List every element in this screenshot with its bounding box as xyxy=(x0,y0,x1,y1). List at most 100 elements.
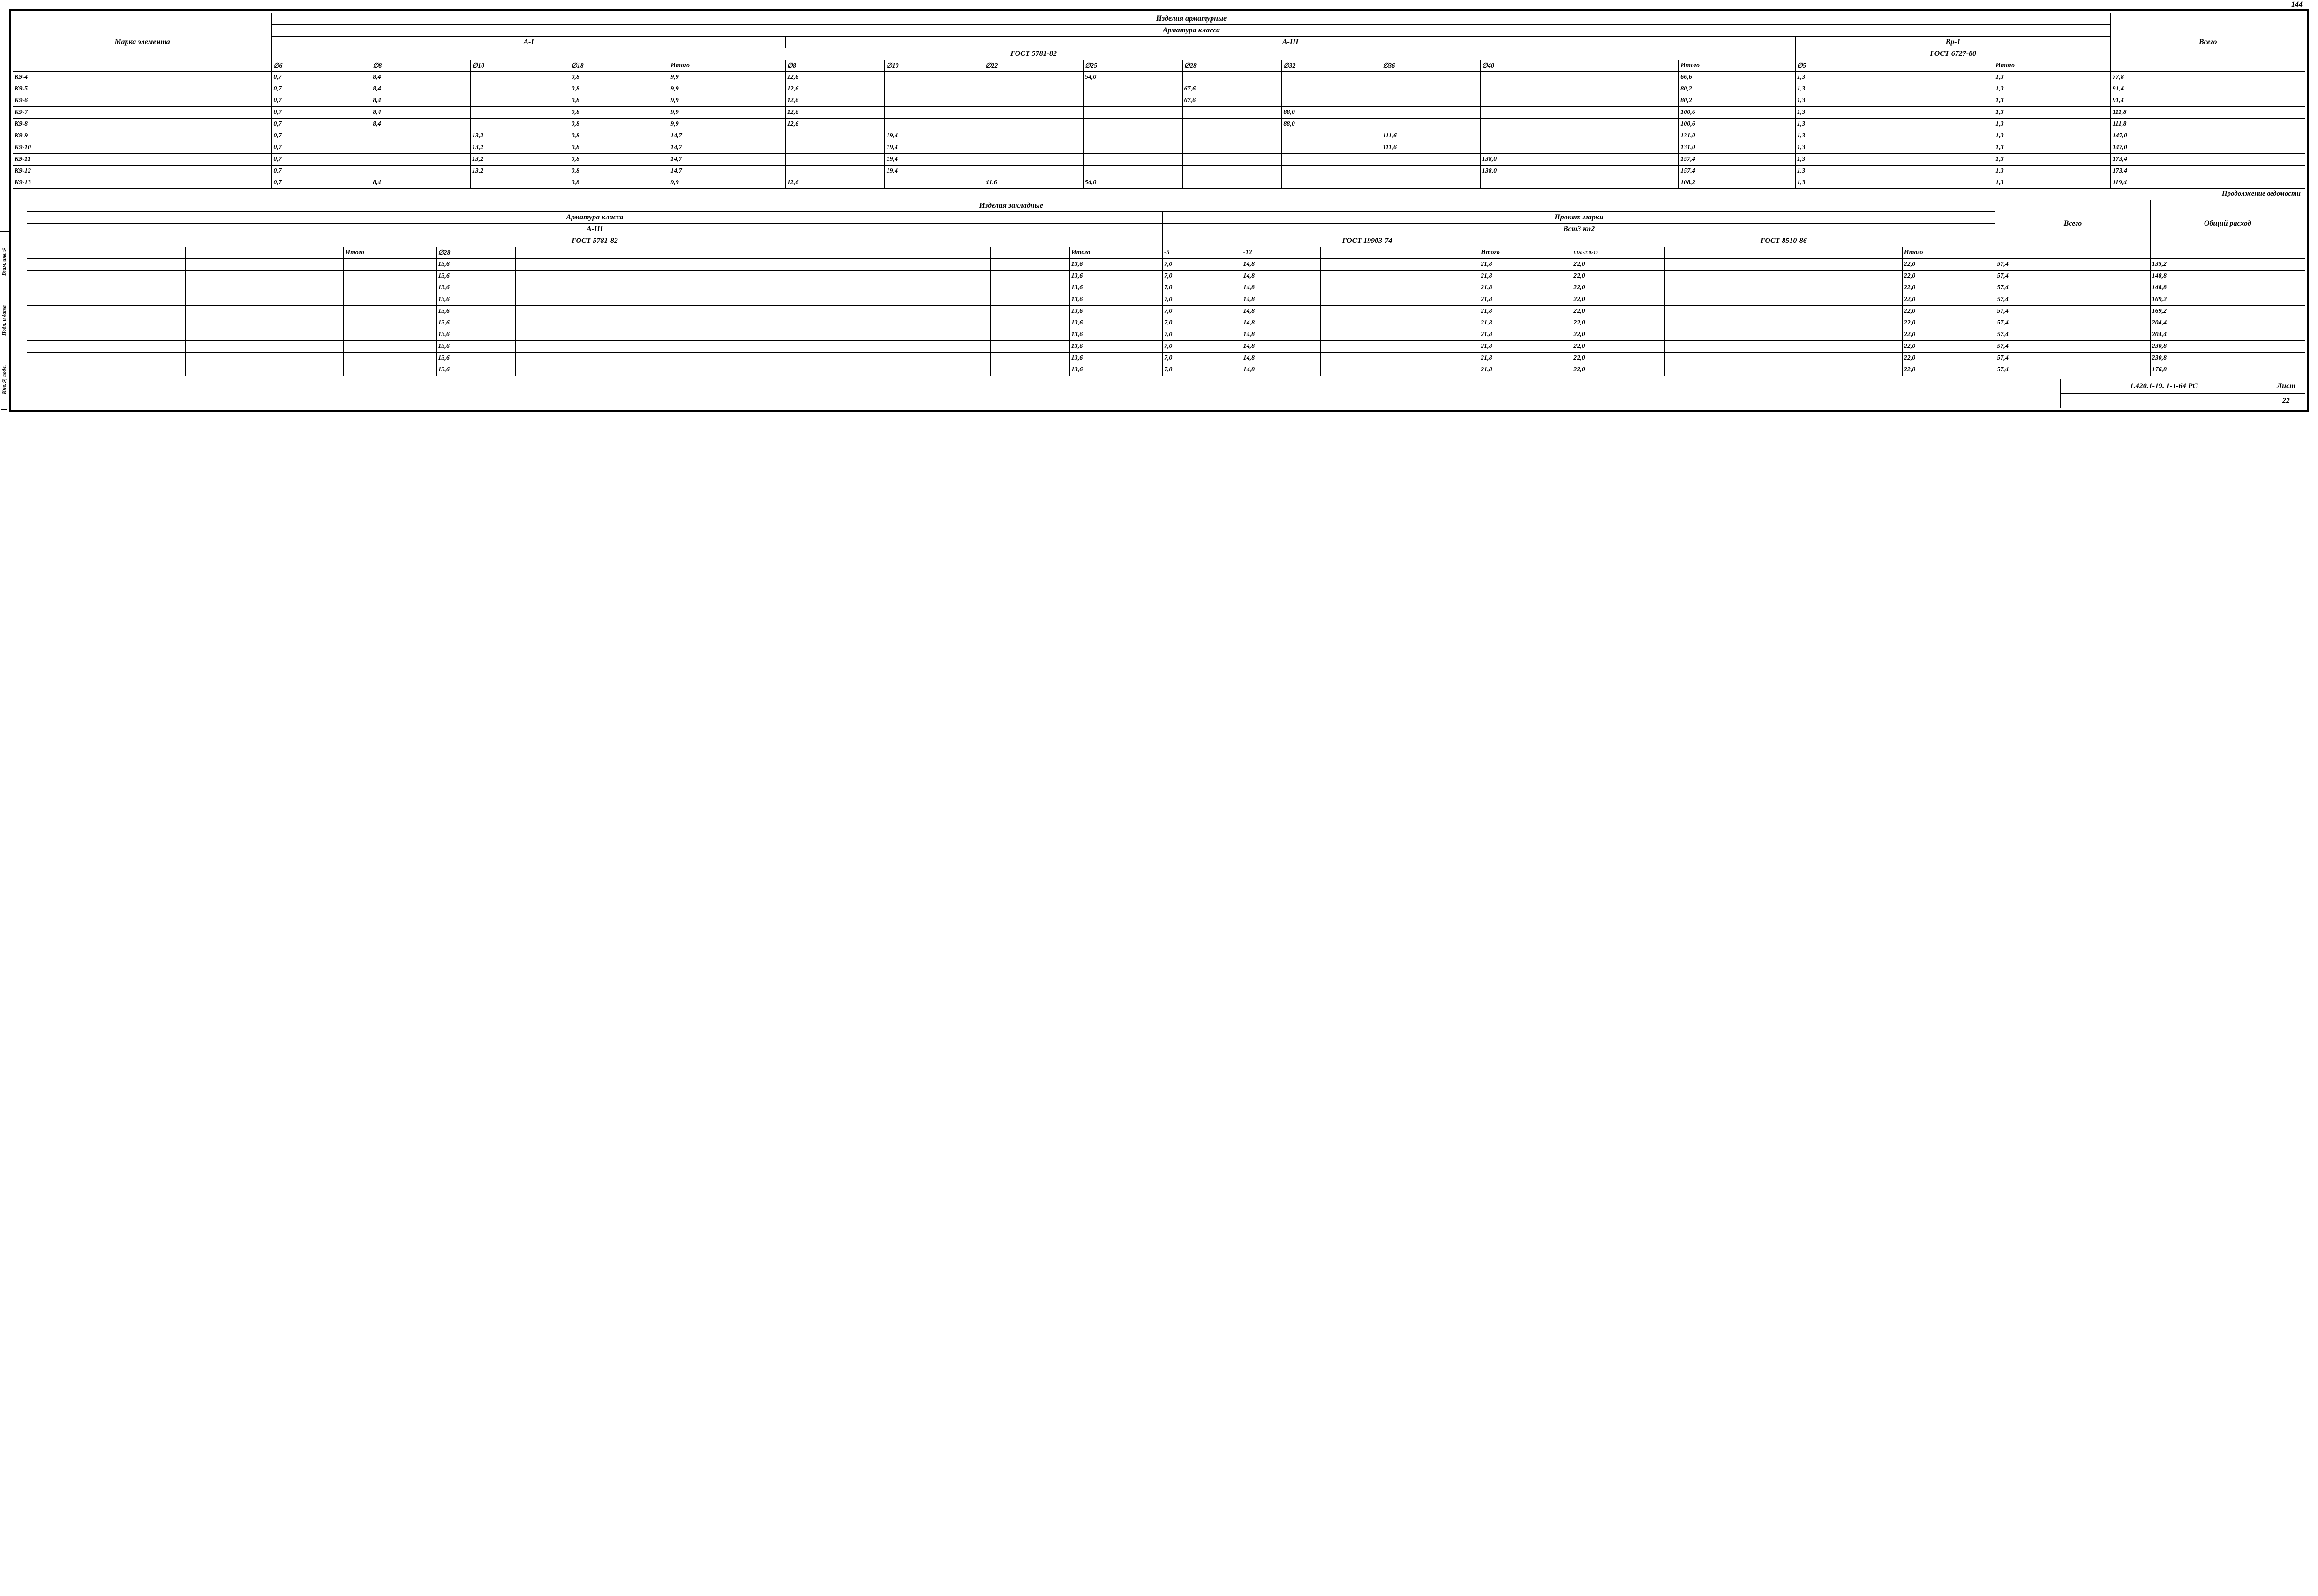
value-cell xyxy=(106,282,185,294)
column-header xyxy=(1995,247,2150,259)
value-cell: 7,0 xyxy=(1162,329,1242,341)
value-cell: 1,3 xyxy=(1994,83,2111,95)
value-cell xyxy=(185,364,264,376)
t2-left-gost: ГОСТ 5781-82 xyxy=(27,235,1163,247)
value-cell: 14,7 xyxy=(669,130,786,142)
value-cell: 13,2 xyxy=(470,130,570,142)
column-header xyxy=(1400,247,1479,259)
value-cell: 0,7 xyxy=(272,107,371,119)
value-cell: 22,0 xyxy=(1902,259,1995,271)
value-cell xyxy=(371,142,471,154)
value-cell: 21,8 xyxy=(1479,294,1572,306)
value-cell xyxy=(1321,294,1400,306)
value-cell xyxy=(984,142,1084,154)
table-row: К9-40,78,40,89,912,654,066,61,31,377,8 xyxy=(13,72,2305,83)
column-header xyxy=(832,247,911,259)
value-cell xyxy=(264,353,344,364)
t2-total-header: Всего xyxy=(1995,200,2150,247)
value-cell: 108,2 xyxy=(1679,177,1796,189)
value-cell: 22,0 xyxy=(1902,317,1995,329)
value-cell: 22,0 xyxy=(1572,259,1665,271)
column-header: Итого xyxy=(669,60,786,72)
column-header: ∅10 xyxy=(885,60,984,72)
value-cell: 22,0 xyxy=(1902,282,1995,294)
column-header: Итого xyxy=(1902,247,1995,259)
value-cell: 0,7 xyxy=(272,154,371,166)
value-cell: 119,4 xyxy=(2111,177,2305,189)
value-cell xyxy=(984,83,1084,95)
value-cell xyxy=(264,317,344,329)
value-cell xyxy=(1895,72,1994,83)
mark-cell: К9-7 xyxy=(13,107,272,119)
drawing-code: 1.420.1-19. 1-1-64 РС xyxy=(2061,379,2267,394)
value-cell: 100,6 xyxy=(1679,119,1796,130)
value-cell xyxy=(1282,83,1381,95)
value-cell xyxy=(885,119,984,130)
column-header xyxy=(1665,247,1744,259)
value-cell xyxy=(1895,154,1994,166)
value-cell xyxy=(753,259,832,271)
value-cell xyxy=(990,271,1069,282)
value-cell xyxy=(911,271,991,282)
table-row: К9-120,713,20,814,719,4138,0157,41,31,31… xyxy=(13,166,2305,177)
value-cell: 1,3 xyxy=(1795,72,1895,83)
value-cell xyxy=(1480,142,1580,154)
value-cell xyxy=(832,364,911,376)
value-cell: 12,6 xyxy=(785,83,885,95)
value-cell xyxy=(1400,306,1479,317)
value-cell xyxy=(27,341,106,353)
mark-cell: К9-8 xyxy=(13,119,272,130)
table-row: К9-60,78,40,89,912,667,680,21,31,391,4 xyxy=(13,95,2305,107)
column-header xyxy=(1744,247,1823,259)
column-header: ∅25 xyxy=(1083,60,1182,72)
value-cell xyxy=(1480,95,1580,107)
value-cell xyxy=(1744,364,1823,376)
page-number: 144 xyxy=(2291,0,2303,9)
value-cell: 57,4 xyxy=(1995,364,2150,376)
value-cell xyxy=(27,306,106,317)
value-cell: 54,0 xyxy=(1083,177,1182,189)
value-cell: 13,6 xyxy=(437,341,516,353)
column-header xyxy=(1580,60,1679,72)
value-cell xyxy=(1282,166,1381,177)
value-cell xyxy=(753,306,832,317)
value-cell xyxy=(264,259,344,271)
value-cell xyxy=(785,130,885,142)
value-cell xyxy=(1321,364,1400,376)
value-cell xyxy=(27,329,106,341)
value-cell: 12,6 xyxy=(785,177,885,189)
value-cell xyxy=(27,282,106,294)
value-cell: 57,4 xyxy=(1995,282,2150,294)
value-cell xyxy=(1182,107,1282,119)
value-cell xyxy=(984,72,1084,83)
value-cell xyxy=(1744,294,1823,306)
column-header: ∅6 xyxy=(272,60,371,72)
continuation-note: Продолжение ведомости xyxy=(13,189,2305,200)
value-cell xyxy=(344,317,437,329)
value-cell xyxy=(1665,353,1744,364)
value-cell: 67,6 xyxy=(1182,83,1282,95)
column-header xyxy=(27,247,106,259)
table-row: 13,613,67,014,821,822,022,057,4169,2 xyxy=(27,294,2305,306)
value-cell: 67,6 xyxy=(1182,95,1282,107)
value-cell xyxy=(990,364,1069,376)
mark-cell: К9-10 xyxy=(13,142,272,154)
value-cell xyxy=(106,341,185,353)
column-header: ∅28 xyxy=(1182,60,1282,72)
value-cell xyxy=(106,353,185,364)
value-cell xyxy=(470,119,570,130)
value-cell: 0,7 xyxy=(272,83,371,95)
column-header: Итого xyxy=(1994,60,2111,72)
value-cell: 9,9 xyxy=(669,95,786,107)
value-cell: 57,4 xyxy=(1995,259,2150,271)
value-cell xyxy=(595,353,674,364)
value-cell xyxy=(1083,119,1182,130)
value-cell: 13,6 xyxy=(437,364,516,376)
value-cell: 1,3 xyxy=(1994,166,2111,177)
value-cell xyxy=(1895,142,1994,154)
column-header: Итого xyxy=(344,247,437,259)
value-cell: 13,6 xyxy=(1069,341,1162,353)
rebar-products-table: Марка элемента Изделия арматурные Всего … xyxy=(13,13,2305,189)
value-cell xyxy=(1665,282,1744,294)
value-cell: 54,0 xyxy=(1083,72,1182,83)
